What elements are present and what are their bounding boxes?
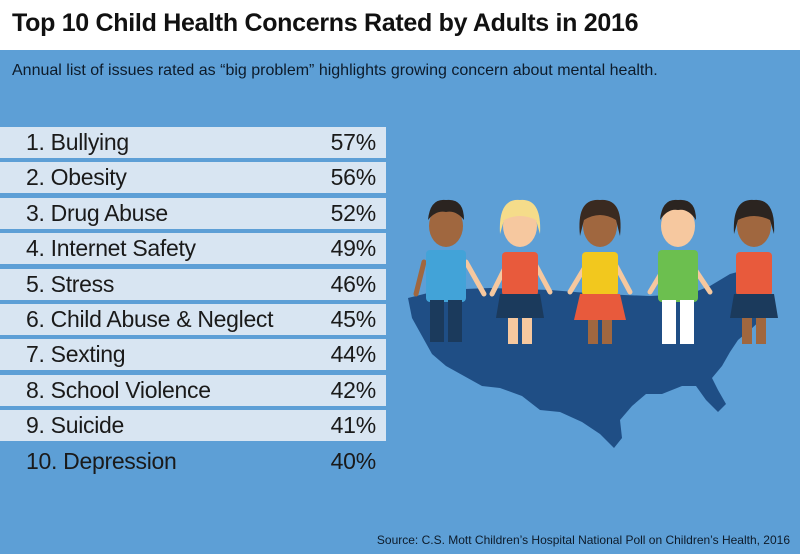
row-label: 6. Child Abuse & Neglect: [26, 305, 274, 332]
table-row: 5. Stress 46%: [0, 268, 386, 300]
concerns-table: 1. Bullying 57% 2. Obesity 56% 3. Drug Abu…: [0, 127, 386, 481]
row-label: 4. Internet Safety: [26, 235, 196, 262]
table-row: 7. Sexting 44%: [0, 339, 386, 371]
row-value: 49%: [330, 235, 377, 262]
row-label: 7. Sexting: [26, 341, 126, 368]
table-row: 8. School Violence 42%: [0, 374, 386, 406]
row-label: 8. School Violence: [26, 376, 211, 403]
page-subtitle: Annual list of issues rated as “big prob…: [12, 62, 658, 79]
table-row: 4. Internet Safety 49%: [0, 233, 386, 265]
row-value: 46%: [330, 270, 377, 297]
child-figure: [658, 199, 698, 344]
row-label: 10. Depression: [26, 447, 177, 474]
child-figure: [426, 199, 466, 342]
row-value: 40%: [330, 447, 377, 474]
row-value: 41%: [330, 412, 377, 439]
row-value: 57%: [330, 129, 377, 155]
children-over-us-map-illustration: [408, 199, 778, 448]
row-label: 5. Stress: [26, 270, 115, 297]
row-label: 2. Obesity: [26, 164, 127, 191]
table-row: 3. Drug Abuse 52%: [0, 197, 386, 229]
table-row: 2. Obesity 56%: [0, 162, 386, 194]
row-label: 3. Drug Abuse: [26, 199, 168, 226]
table-row: 6. Child Abuse & Neglect 45%: [0, 303, 386, 335]
child-figure: [496, 199, 544, 344]
row-value: 45%: [330, 305, 377, 332]
row-value: 52%: [330, 199, 377, 226]
row-label: 9. Suicide: [26, 412, 125, 439]
row-label: 1. Bullying: [26, 129, 129, 155]
table-row: 9. Suicide 41%: [0, 410, 386, 442]
child-figure: [574, 199, 626, 344]
row-value: 42%: [330, 376, 377, 403]
table-row: 10. Depression 40%: [0, 446, 386, 477]
title-bar: Top 10 Child Health Concerns Rated by Ad…: [0, 0, 800, 50]
source-note: Source: C.S. Mott Children’s Hospital Na…: [376, 533, 790, 547]
row-value: 56%: [330, 164, 377, 191]
page-title: Top 10 Child Health Concerns Rated by Ad…: [12, 9, 639, 37]
row-value: 44%: [330, 341, 377, 368]
table-row: 1. Bullying 57%: [0, 127, 386, 158]
child-figure: [730, 199, 778, 344]
